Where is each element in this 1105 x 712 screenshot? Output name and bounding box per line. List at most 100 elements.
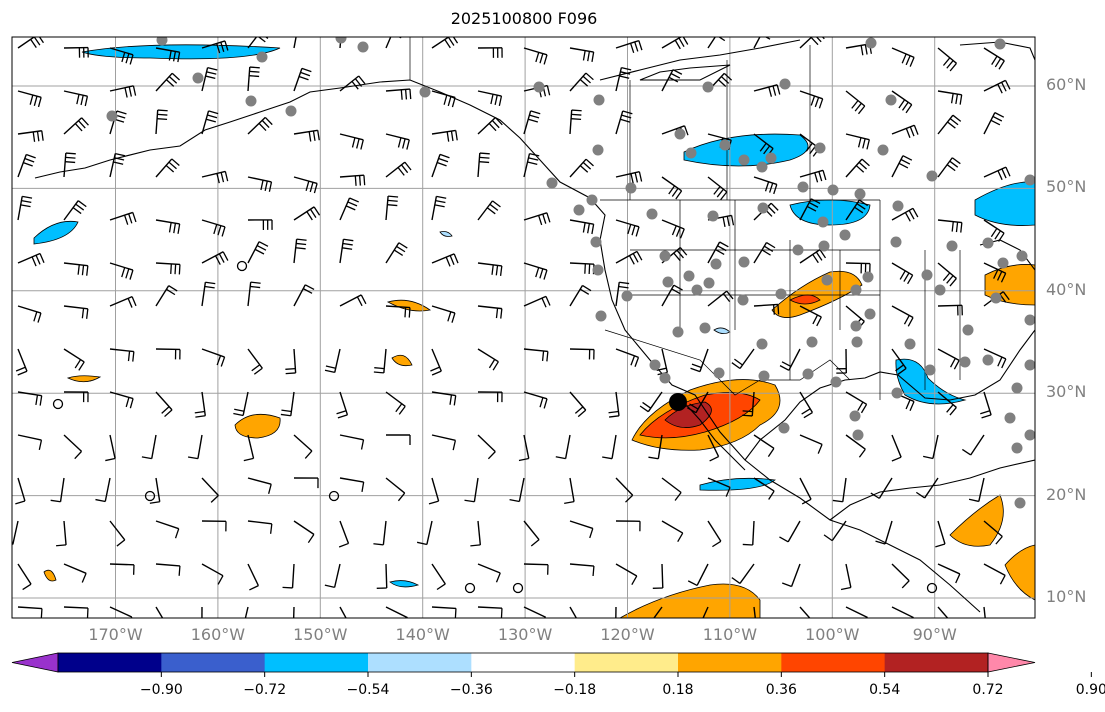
wind-barb-flag [812, 254, 819, 264]
wind-barb-flag [307, 534, 315, 544]
station-marker [672, 326, 684, 338]
wind-barb-flag [500, 608, 503, 618]
wind-barb-flag [574, 406, 584, 414]
wind-barb-flag [268, 483, 272, 494]
wind-barb-flag [132, 351, 135, 362]
wind-barb-flag [168, 50, 172, 61]
wind-barb-flag [345, 205, 356, 211]
wind-barb-shaft [431, 37, 450, 49]
wind-barb-shaft [707, 520, 722, 542]
wind-barb-flag [430, 366, 440, 372]
wind-barb-shaft [787, 520, 801, 543]
station-marker [818, 240, 830, 252]
colorbar-tick-label: 0.54 [869, 682, 901, 698]
wind-barb-flag [579, 165, 589, 173]
wind-barb-flag [687, 580, 698, 586]
longitude-label: 90°W [912, 625, 957, 644]
wind-barb-shaft [382, 520, 387, 545]
wind-barb-flag [280, 413, 291, 417]
wind-barb-flag [217, 575, 224, 585]
wind-barb-flag [723, 72, 733, 81]
wind-barb-flag [898, 162, 909, 169]
wind-barb-flag [431, 370, 442, 376]
wind-barb-flag [78, 361, 85, 371]
wind-barb-shaft [293, 520, 315, 535]
anomaly-region [43, 569, 57, 582]
wind-barb-flag [546, 85, 551, 96]
wind-barb-flag [631, 575, 638, 585]
wind-barb-flag [857, 105, 866, 115]
wind-barb-flag [942, 57, 951, 66]
wind-barb-flag [990, 119, 1001, 126]
wind-barb-flag [955, 93, 959, 105]
station-marker [546, 177, 558, 189]
wind-barb-flag [875, 540, 886, 545]
wind-barb-flag [1000, 272, 1007, 283]
wind-barb-flag [78, 120, 86, 129]
wind-barb-flag [541, 297, 547, 308]
wind-barb-flag [638, 171, 643, 182]
wind-barb-flag [406, 139, 410, 150]
wind-barb-flag [722, 293, 731, 303]
wind-barb-flag [56, 544, 67, 547]
latitude-label: 10°N [1046, 587, 1087, 606]
wind-barb-shaft [201, 110, 210, 135]
wind-barb-flag [285, 372, 296, 375]
wind-barb-shaft [201, 563, 224, 577]
wind-barb-shaft [431, 154, 441, 178]
wind-barb-flag [810, 37, 819, 46]
wind-barb-flag [125, 397, 130, 408]
wind-barb-flag [324, 369, 335, 374]
wind-barb-flag [529, 114, 540, 119]
wind-barb-shaft [569, 520, 594, 530]
wind-barb-flag [306, 211, 313, 221]
calm-wind-circle [144, 490, 156, 502]
anomaly-region [974, 181, 1035, 226]
station-marker [659, 250, 671, 262]
wind-barb-shaft [431, 563, 446, 585]
wind-barb-shaft [155, 391, 173, 411]
wind-barb-flag [620, 118, 631, 123]
wind-barb-flag [74, 359, 82, 369]
wind-barb-flag [258, 122, 267, 132]
wind-barb-flag [720, 76, 730, 84]
wind-barb-flag [899, 270, 906, 280]
wind-barb-shaft [845, 606, 868, 618]
wind-barb-flag [905, 104, 913, 114]
station-marker [719, 139, 731, 151]
wind-barb-flag [636, 251, 643, 261]
wind-barb-flag [815, 37, 822, 43]
wind-barb-flag [622, 110, 633, 115]
station-marker [892, 200, 904, 212]
wind-barb-shaft [63, 348, 85, 363]
wind-barb-flag [668, 76, 679, 83]
wind-barb-flag [261, 119, 270, 129]
wind-barb-flag [20, 204, 31, 208]
wind-barb-shaft [339, 294, 362, 307]
wind-barb-flag [363, 175, 366, 186]
station-marker [662, 276, 674, 288]
wind-barb-shaft [247, 563, 260, 586]
wind-barb-shaft [431, 305, 456, 314]
wind-barb-shaft [293, 434, 313, 452]
station-marker [865, 37, 877, 49]
wind-barb-flag [905, 399, 911, 410]
wind-barb-flag [451, 312, 456, 323]
wind-barb-flag [538, 215, 543, 226]
wind-barb-shaft [197, 434, 203, 459]
wind-barb-flag [1002, 291, 1010, 301]
wind-barb-flag [116, 539, 126, 547]
wind-barb-flag [343, 238, 354, 242]
wind-barb-flag [781, 582, 792, 588]
wind-barb-flag [897, 367, 907, 375]
station-marker [797, 181, 809, 193]
wind-barb-shaft [523, 295, 547, 307]
wind-barb-flag [860, 45, 864, 56]
calm-wind-circle [328, 490, 340, 502]
wind-barb-flag [207, 67, 218, 71]
wind-barb-flag [317, 130, 320, 141]
colorbar-tick-label: −0.18 [553, 682, 597, 698]
wind-barb-flag [207, 114, 218, 119]
wind-barb-flag [128, 86, 132, 97]
station-marker [737, 294, 749, 306]
